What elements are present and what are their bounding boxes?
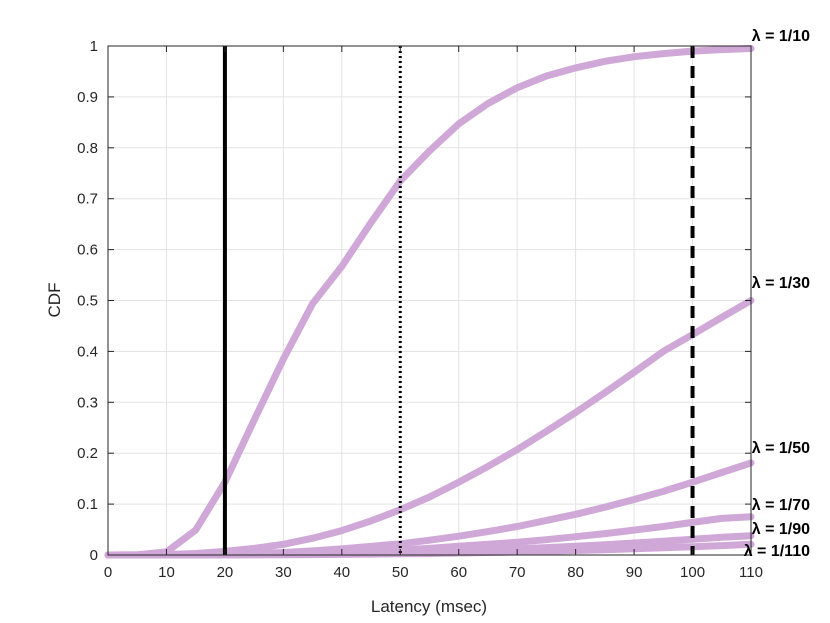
curve-labels: λ = 1/10 λ = 1/30 λ = 1/50 λ = 1/70 λ = 1/90… xyxy=(744,28,810,560)
y-axis-title: CDF xyxy=(45,283,64,318)
y-tick-label: 0 xyxy=(90,547,98,564)
y-tick-label: 0.3 xyxy=(77,394,98,411)
x-tick-label: 100 xyxy=(680,564,705,581)
curve-label-3: λ = 1/50 xyxy=(752,440,810,457)
x-tick-label: 40 xyxy=(333,564,350,581)
x-tick-label: 50 xyxy=(392,564,409,581)
x-tick-label: 30 xyxy=(275,564,292,581)
curve-label-5: λ = 1/90 xyxy=(752,521,810,538)
curve-label-4: λ = 1/70 xyxy=(752,497,810,514)
x-tick-label: 10 xyxy=(158,564,175,581)
y-tick-label: 0.6 xyxy=(77,242,98,259)
x-tick-label: 0 xyxy=(104,564,112,581)
x-tick-label: 20 xyxy=(217,564,234,581)
curve-label-1: λ = 1/10 xyxy=(752,28,810,45)
y-tick-label: 0.9 xyxy=(77,89,98,106)
x-tick-label: 80 xyxy=(567,564,584,581)
y-tick-label: 0.1 xyxy=(77,496,98,513)
x-tick-label: 70 xyxy=(509,564,526,581)
y-tick-label: 0.8 xyxy=(77,140,98,157)
axis-ticks: 0 10 20 30 40 50 60 70 80 90 100 110 0 0.1 0.2 0.3 0.4 0.… xyxy=(77,38,763,581)
x-tick-label: 60 xyxy=(450,564,467,581)
series-line-1 xyxy=(104,45,755,559)
x-axis-title: Latency (msec) xyxy=(371,597,487,616)
x-tick-label: 110 xyxy=(739,564,763,581)
series-group xyxy=(104,45,755,559)
y-tick-label: 0.4 xyxy=(77,343,98,360)
curve-label-6: λ = 1/110 xyxy=(744,543,810,560)
grid xyxy=(107,45,752,556)
y-tick-label: 0.2 xyxy=(77,445,98,462)
x-tick-label: 90 xyxy=(626,564,643,581)
y-tick-label: 0.7 xyxy=(77,191,98,208)
curve-label-2: λ = 1/30 xyxy=(752,275,810,292)
y-tick-label: 1 xyxy=(90,38,98,55)
y-tick-label: 0.5 xyxy=(77,293,98,310)
threshold-lines xyxy=(222,46,695,555)
